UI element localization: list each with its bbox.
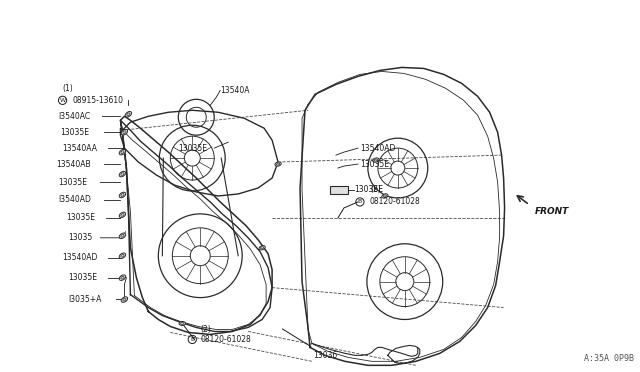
Text: 13036: 13036: [282, 329, 337, 360]
Text: 13540AD: 13540AD: [360, 144, 396, 153]
Ellipse shape: [383, 195, 387, 197]
Ellipse shape: [276, 163, 280, 165]
Ellipse shape: [121, 173, 124, 176]
Ellipse shape: [275, 162, 281, 166]
Ellipse shape: [121, 193, 124, 196]
Text: (2): (2): [370, 186, 381, 195]
Ellipse shape: [121, 129, 127, 135]
Ellipse shape: [119, 233, 125, 238]
Ellipse shape: [121, 214, 124, 216]
Ellipse shape: [382, 194, 388, 198]
Text: 13036E: 13036E: [354, 186, 383, 195]
Ellipse shape: [123, 131, 126, 134]
Ellipse shape: [374, 159, 378, 161]
Text: 13035E: 13035E: [59, 177, 88, 186]
Ellipse shape: [119, 192, 125, 198]
Text: A:35A 0P9B: A:35A 0P9B: [584, 355, 634, 363]
Text: 08120-61028: 08120-61028: [200, 335, 251, 344]
Ellipse shape: [259, 246, 265, 250]
Text: B: B: [190, 337, 195, 342]
Text: 08120-61028: 08120-61028: [370, 198, 420, 206]
Ellipse shape: [121, 151, 124, 154]
Ellipse shape: [119, 150, 125, 155]
Text: I3540AD: I3540AD: [59, 195, 92, 205]
Ellipse shape: [119, 212, 125, 218]
Text: 13035: 13035: [68, 233, 93, 242]
Ellipse shape: [127, 113, 130, 116]
Text: 13035E: 13035E: [360, 160, 389, 169]
Text: FRONT: FRONT: [534, 207, 569, 216]
Text: (2): (2): [200, 325, 211, 334]
Ellipse shape: [119, 275, 125, 280]
Text: 13035E: 13035E: [61, 128, 90, 137]
Ellipse shape: [121, 254, 124, 257]
Text: 13540AA: 13540AA: [63, 144, 97, 153]
Text: I3035+A: I3035+A: [68, 295, 102, 304]
Ellipse shape: [373, 158, 379, 162]
Text: I3540AC: I3540AC: [59, 112, 91, 121]
Text: 08915-13610: 08915-13610: [72, 96, 124, 105]
Text: 13540AB: 13540AB: [56, 160, 91, 169]
Text: 13035E: 13035E: [179, 144, 207, 153]
Ellipse shape: [180, 323, 184, 324]
Ellipse shape: [123, 298, 126, 301]
Bar: [330, 186, 348, 194]
Text: 13035E: 13035E: [68, 273, 97, 282]
Text: (1): (1): [63, 84, 74, 93]
Ellipse shape: [121, 234, 124, 237]
Ellipse shape: [121, 297, 127, 302]
Text: 13540A: 13540A: [220, 86, 250, 95]
Ellipse shape: [119, 171, 125, 177]
Ellipse shape: [179, 321, 186, 326]
Text: B: B: [358, 199, 362, 205]
Text: 13035E: 13035E: [67, 214, 95, 222]
Ellipse shape: [260, 247, 264, 249]
Ellipse shape: [121, 276, 124, 279]
Text: 13540AD: 13540AD: [63, 253, 98, 262]
Ellipse shape: [125, 112, 132, 117]
Text: W: W: [60, 98, 66, 103]
Ellipse shape: [119, 253, 125, 259]
